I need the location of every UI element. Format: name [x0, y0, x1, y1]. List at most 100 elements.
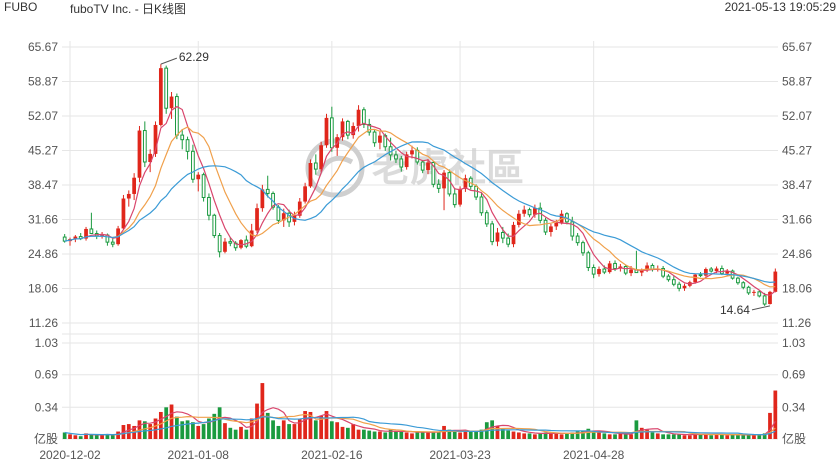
candle — [62, 234, 67, 243]
volume-bar — [212, 413, 217, 439]
volume-bar — [196, 425, 201, 439]
volume-bar — [169, 404, 174, 439]
candle — [217, 233, 222, 258]
volume-bar — [89, 434, 94, 439]
candle — [180, 129, 185, 150]
candle-body-up — [522, 209, 527, 214]
candle-body-down — [394, 154, 398, 160]
candle — [148, 149, 153, 173]
candle — [367, 118, 372, 136]
price-tick-left: 31.66 — [28, 213, 58, 227]
candle-body-down — [661, 268, 665, 277]
date-tick-label: 2021-02-16 — [301, 448, 363, 462]
price-tick-right: 31.66 — [782, 213, 812, 227]
volume-bar — [495, 425, 500, 439]
volume-bar — [276, 425, 281, 439]
candle-body-up — [73, 236, 78, 240]
grid-lines — [62, 41, 778, 440]
candle-body-up — [533, 208, 537, 215]
candle — [191, 144, 195, 183]
candle — [736, 276, 740, 285]
candle-body-up — [404, 154, 409, 168]
candle — [533, 204, 537, 218]
candle-body-down — [212, 214, 217, 237]
candle-body-up — [308, 163, 313, 187]
price-tick-left: 38.47 — [28, 178, 58, 192]
candle-body-down — [746, 286, 751, 294]
volume-bar — [741, 435, 746, 439]
volume-tick-right: 1.03 — [782, 336, 806, 350]
candle-body-up — [126, 193, 131, 199]
candle-body-up — [773, 271, 778, 292]
price-tick-right: 65.67 — [782, 40, 812, 54]
candle-body-down — [698, 274, 703, 277]
candle — [752, 289, 756, 296]
candle-body-down — [110, 241, 115, 245]
candle — [308, 159, 313, 188]
candle — [575, 233, 580, 246]
volume-bar — [260, 383, 265, 439]
candle-body-up — [495, 232, 500, 242]
candle-body-down — [452, 193, 457, 206]
candle — [773, 268, 778, 293]
candle-body-down — [329, 117, 334, 149]
date-tick-label: 2021-03-23 — [429, 448, 491, 462]
ma10-line — [112, 126, 776, 288]
volume-bar — [575, 431, 580, 439]
volume-bar — [362, 429, 366, 439]
volume-bar — [426, 432, 430, 439]
volume-bar — [378, 431, 382, 439]
candle — [650, 263, 655, 272]
candle-body-down — [479, 196, 484, 214]
candle — [586, 250, 591, 272]
candle-body-down — [586, 252, 591, 269]
candle-body-up — [356, 109, 361, 126]
candle — [404, 151, 409, 170]
candle — [319, 141, 324, 173]
candle-body-down — [677, 283, 682, 289]
volume-bar — [538, 433, 543, 439]
candle-body-down — [180, 134, 185, 141]
candle — [175, 93, 179, 140]
candle-body-down — [164, 67, 169, 109]
volume-bar — [335, 422, 340, 439]
candle — [607, 260, 612, 274]
candle — [158, 64, 163, 127]
volume-bar — [597, 431, 601, 439]
candle-body-down — [506, 237, 511, 245]
candle — [372, 130, 377, 147]
price-tick-right: 38.47 — [782, 178, 812, 192]
volume-bar — [372, 431, 377, 439]
volume-bar — [506, 430, 511, 439]
volume-bar — [84, 433, 88, 439]
candle-body-up — [463, 178, 468, 189]
candle — [100, 231, 104, 239]
candle-body-down — [484, 212, 489, 225]
volume-bar — [313, 420, 318, 439]
candle-body-down — [313, 162, 318, 170]
date-tick-label: 2020-12-02 — [39, 448, 101, 462]
candle — [527, 207, 532, 218]
candle — [693, 273, 698, 284]
volume-bar — [773, 390, 778, 439]
volume-bar — [158, 411, 163, 439]
candle — [549, 223, 553, 237]
volume-bar — [554, 433, 559, 439]
candle-body-up — [153, 124, 158, 154]
candle — [207, 193, 211, 221]
candle — [410, 145, 414, 159]
volume-bar — [500, 428, 505, 439]
price-tick-right: 11.26 — [782, 316, 811, 330]
candle-body-up — [714, 268, 719, 272]
volume-unit-right: 亿股 — [782, 431, 806, 446]
candle-body-down — [762, 295, 767, 305]
candle-body-down — [372, 131, 377, 144]
candle-body-up — [426, 162, 430, 171]
volume-bar — [709, 435, 714, 439]
volume-bar — [265, 412, 270, 439]
candle-body-down — [602, 268, 607, 273]
volume-bar — [420, 431, 425, 439]
volume-bar — [201, 424, 206, 439]
candle — [169, 91, 174, 119]
candle-body-up — [378, 135, 382, 143]
